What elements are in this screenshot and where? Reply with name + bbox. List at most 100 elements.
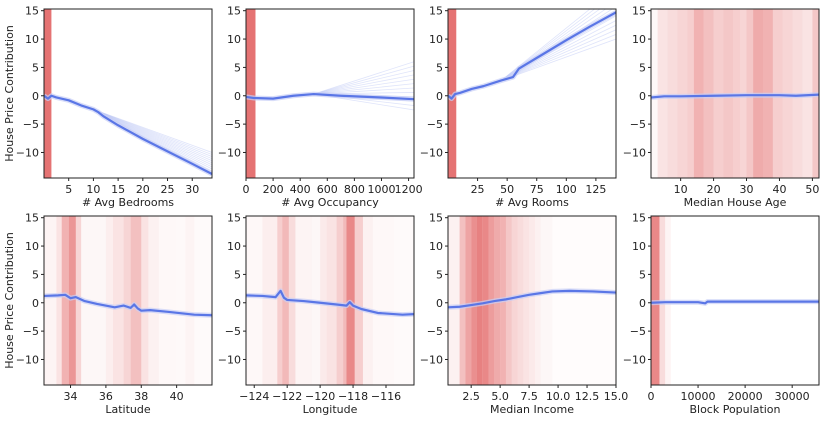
density-band	[448, 216, 460, 385]
y-tick-label: −5	[225, 325, 241, 338]
y-tick-label: −5	[427, 118, 443, 131]
density-band	[540, 216, 553, 385]
density-band	[44, 216, 57, 385]
series-line	[246, 92, 414, 101]
density-band	[459, 216, 466, 385]
plot-area	[651, 9, 819, 178]
density-band	[277, 216, 283, 385]
density-band	[148, 216, 159, 385]
plot-frame	[650, 8, 820, 179]
plot-frame	[43, 8, 213, 179]
x-tick-label: −120	[305, 390, 335, 403]
bootstrap-curve	[448, 9, 596, 100]
y-tick-label: 5	[234, 61, 241, 74]
x-tick-label: 7.5	[520, 390, 538, 403]
y-tick-label: 15	[632, 5, 646, 18]
x-tick-label: 12.5	[575, 390, 600, 403]
plot-area	[651, 216, 819, 385]
plot-frame	[43, 215, 213, 386]
y-tick-label: 0	[234, 90, 241, 103]
x-tick-label: 36	[99, 390, 113, 403]
x-tick-label: 10000	[681, 390, 716, 403]
y-tick-label: −5	[630, 325, 646, 338]
density-band	[534, 216, 541, 385]
density-band	[343, 216, 347, 385]
x-tick-label: 5.0	[491, 390, 509, 403]
y-tick-label: −10	[16, 146, 39, 159]
y-tick-label: 10	[632, 33, 646, 46]
y-tick-label: 5	[436, 268, 443, 281]
series-line	[651, 93, 819, 99]
density-band	[194, 216, 212, 385]
x-tick-label: 25	[471, 183, 485, 196]
y-tick-label: 15	[632, 212, 646, 225]
x-tick-label: 20	[136, 183, 150, 196]
y-tick-label: 10	[227, 240, 241, 253]
density-band	[657, 9, 668, 178]
x-tick-label: 20	[707, 183, 721, 196]
series-line	[44, 293, 212, 317]
y-tick-label: 5	[639, 268, 646, 281]
x-tick-label: 75	[530, 183, 544, 196]
density-band	[246, 216, 263, 385]
x-tick-label: 30	[185, 183, 199, 196]
x-axis-label: Median Income	[490, 403, 574, 416]
x-tick-label: −122	[272, 390, 302, 403]
x-axis-label: Latitude	[105, 403, 151, 416]
density-band	[465, 216, 472, 385]
density-band	[667, 9, 678, 178]
density-band	[677, 9, 688, 178]
plot-panel: 10 20 30 40 50 −10 −5 0 5 10 15 Median House Age	[623, 5, 820, 209]
series-line	[448, 289, 616, 309]
y-tick-label: −10	[218, 353, 241, 366]
y-axis-label: House Price Contribution	[3, 232, 16, 369]
y-tick-label: −5	[225, 118, 241, 131]
density-band	[476, 216, 483, 385]
density-band	[517, 216, 524, 385]
density-band	[448, 9, 457, 178]
plot-panel: 2.5 5.0 7.5 10.0 12.5 15.0 −10 −5 0 5 10 15 Median I…	[420, 212, 628, 416]
x-tick-label: 2.5	[462, 390, 480, 403]
x-tick-label: 1000	[367, 183, 395, 196]
plot-panel: 0 200 400 600 800 1000 1200 −10 −5 0 5 10 15 # Avg Oc…	[218, 5, 423, 209]
density-band	[529, 216, 535, 385]
x-tick-label: 600	[317, 183, 338, 196]
x-tick-label: 20000	[728, 390, 763, 403]
plot-panel: 0 10000 20000 30000 −10 −5 0 5 10 15 Block Populat…	[623, 212, 820, 416]
density-band	[246, 9, 256, 178]
x-tick-label: 10	[674, 183, 688, 196]
density-band	[105, 216, 113, 385]
plot-panel: 25 50 75 100 125 −10 −5 0 5 10 15 # Avg Rooms	[420, 5, 617, 209]
series-line	[448, 11, 616, 100]
x-tick-label: 15	[111, 183, 125, 196]
x-tick-label: 34	[64, 390, 78, 403]
x-axis-label: Longitude	[303, 403, 358, 416]
y-tick-label: −5	[23, 118, 39, 131]
bootstrap-curve	[448, 9, 607, 100]
density-band	[141, 216, 149, 385]
y-tick-label: −10	[218, 146, 241, 159]
series-line	[44, 94, 212, 176]
plot-frame	[245, 8, 415, 179]
x-tick-label: 30000	[775, 390, 810, 403]
x-tick-label: 0	[648, 390, 655, 403]
density-band	[523, 216, 530, 385]
density-band	[123, 216, 131, 385]
y-tick-label: 0	[234, 297, 241, 310]
y-tick-label: 5	[234, 268, 241, 281]
density-band	[354, 216, 363, 385]
y-axis-label: House Price Contribution	[3, 25, 16, 162]
plot-panel: −124 −122 −120 −118 −116 −10 −5 0 5 10 15 Longitude	[218, 212, 415, 416]
x-tick-label: 400	[290, 183, 311, 196]
y-tick-label: 15	[429, 5, 443, 18]
density-band	[130, 216, 142, 385]
plot-frame	[447, 8, 617, 179]
y-tick-label: 10	[429, 240, 443, 253]
density-band	[158, 216, 177, 385]
plot-area	[44, 216, 212, 385]
bootstrap-curve	[448, 9, 613, 100]
y-tick-label: 5	[32, 268, 39, 281]
series-line	[651, 300, 819, 305]
x-tick-label: 30	[740, 183, 754, 196]
